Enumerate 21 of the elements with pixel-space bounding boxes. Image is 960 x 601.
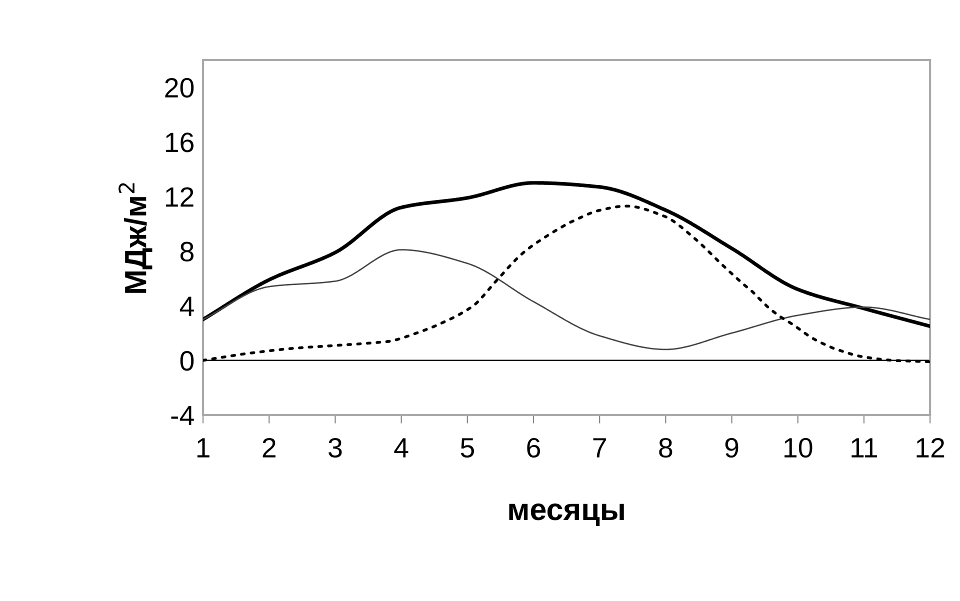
- y-axis-title: МДж/м$^{2}$: [118, 183, 152, 293]
- x-tick-label: 12: [916, 438, 944, 458]
- x-tick-label: 6: [527, 438, 540, 458]
- y-tick-label: 16: [166, 132, 194, 152]
- y-tick-label: 4: [180, 296, 194, 316]
- x-tick-label: 1: [197, 438, 210, 458]
- y-tick-label: 12: [166, 187, 194, 207]
- x-tick-label: 11: [852, 438, 878, 458]
- x-axis-title: месяцы: [509, 504, 624, 526]
- x-tick-label: 9: [725, 438, 738, 458]
- x-tick-label: 3: [328, 438, 342, 458]
- x-tick-label: 2: [262, 438, 276, 458]
- y-tick-label: -4: [171, 406, 194, 426]
- x-tick-label: 10: [784, 438, 812, 458]
- x-tick-label: 7: [593, 438, 606, 458]
- y-tick-label: 0: [180, 351, 194, 371]
- y-tick-label: 8: [180, 242, 194, 262]
- x-tick-label: 5: [460, 438, 474, 458]
- x-tick-label: 4: [394, 438, 408, 458]
- y-tick-label: 20: [165, 78, 194, 98]
- x-tick-label: 8: [659, 438, 672, 458]
